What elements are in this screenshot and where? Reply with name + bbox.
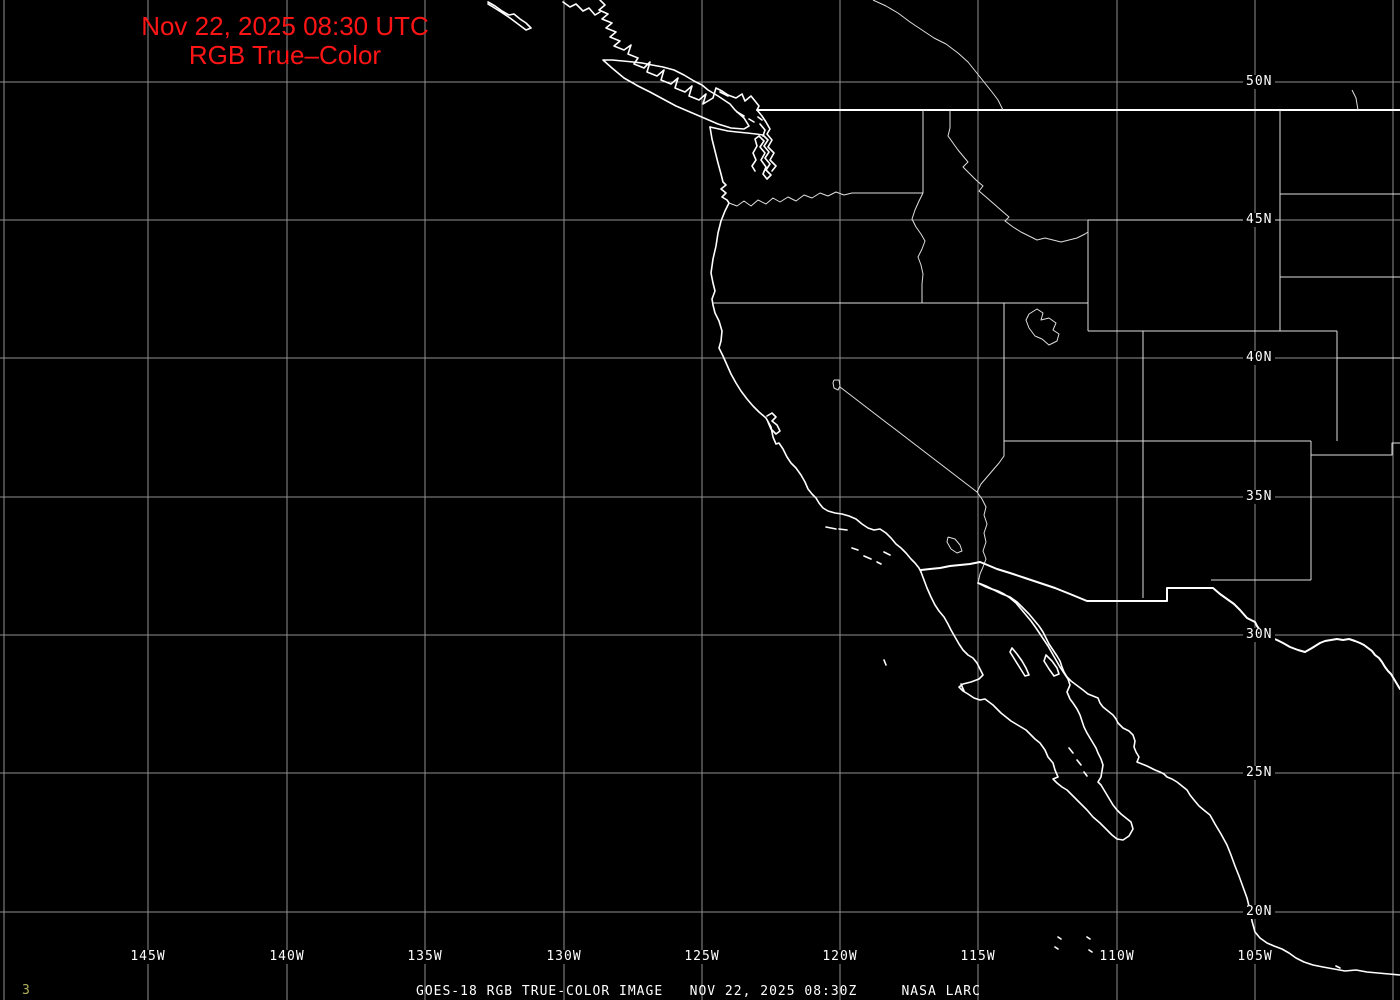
islands-revillagigedo-2 (1057, 936, 1062, 940)
border-sk-mb (1351, 89, 1359, 111)
lake-great-salt (1025, 308, 1060, 346)
bottom-caption: GOES-18 RGB TRUE-COLOR IMAGE NOV 22, 202… (416, 984, 981, 999)
coast-haida-gwaii (487, 1, 532, 31)
coast-sonora-sinaloa (977, 582, 1400, 976)
island-angel-de-la-guarda (1009, 647, 1030, 677)
island-marias (1335, 965, 1341, 969)
map-outlines (487, 0, 1400, 976)
bay-san-francisco (766, 412, 781, 435)
island-san-clemente (876, 561, 882, 565)
lon-label-110W: 110W (1096, 950, 1138, 964)
island-whidbey (759, 123, 766, 137)
coast-west-wa-or-ca (709, 126, 922, 573)
coast-bc-mainland (598, 0, 760, 111)
lon-label-120W: 120W (819, 950, 861, 964)
title-datetime: Nov 22, 2025 08:30 UTC (141, 11, 429, 41)
lat-label-20N: 20N (1243, 905, 1276, 919)
lake-tahoe (832, 379, 841, 391)
lat-label-40N: 40N (1243, 351, 1276, 365)
border-id-mt (947, 110, 1089, 243)
islands-san-juan (748, 118, 755, 123)
islands-baja-gulf-2 (1076, 759, 1082, 766)
coast-puget-east-arm (756, 109, 777, 172)
lon-label-140W: 140W (266, 950, 308, 964)
island-tiburon (1043, 654, 1060, 677)
border-or-id-snake (911, 192, 926, 303)
lon-label-115W: 115W (957, 950, 999, 964)
coast-baja-california (920, 571, 1134, 841)
border-us-mexico (920, 561, 1400, 690)
lat-label-30N: 30N (1243, 628, 1276, 642)
islands-channel-3 (851, 547, 859, 551)
lon-label-145W: 145W (127, 950, 169, 964)
coast-vancouver-island (602, 59, 750, 130)
islands-revillagigedo-1 (1054, 946, 1059, 950)
lon-label-130W: 130W (543, 950, 585, 964)
islands-baja-gulf-3 (1083, 771, 1088, 777)
island-guadalupe (883, 659, 887, 666)
lat-label-50N: 50N (1243, 75, 1276, 89)
islands-channel-2 (838, 528, 848, 531)
island-cedros (960, 683, 965, 692)
image-title-block: Nov 22, 2025 08:30 UTC RGB True–Color (140, 12, 430, 70)
islands-san-juan-2 (757, 116, 763, 121)
island-texada (719, 91, 729, 97)
coast-puget-sound (709, 126, 772, 180)
islands-channel-1 (825, 526, 837, 530)
island-catalina (883, 551, 891, 556)
lon-label-135W: 135W (404, 950, 446, 964)
islands-revillagigedo-3 (1086, 936, 1091, 940)
border-tx-ok-365n (1311, 442, 1400, 456)
river-columbia-wa-or (728, 191, 923, 207)
lake-salton-sea (946, 536, 963, 554)
islands-revillagigedo-4 (1088, 949, 1093, 953)
lon-label-125W: 125W (681, 950, 723, 964)
lat-label-25N: 25N (1243, 766, 1276, 780)
lat-label-45N: 45N (1243, 213, 1276, 227)
title-product: RGB True–Color (188, 40, 382, 70)
islands-channel-4 (863, 555, 872, 560)
lon-label-105W: 105W (1234, 950, 1276, 964)
border-ca-nv-diagonal (839, 386, 978, 493)
lat-label-35N: 35N (1243, 490, 1276, 504)
frame-number: 3 (22, 983, 30, 998)
river-colorado (976, 441, 1005, 584)
border-bc-alberta-divide (872, 0, 1004, 111)
islands-gulf-of-georgia (736, 111, 745, 117)
islands-baja-gulf-1 (1068, 747, 1074, 754)
coast-bc-islands (562, 1, 601, 16)
